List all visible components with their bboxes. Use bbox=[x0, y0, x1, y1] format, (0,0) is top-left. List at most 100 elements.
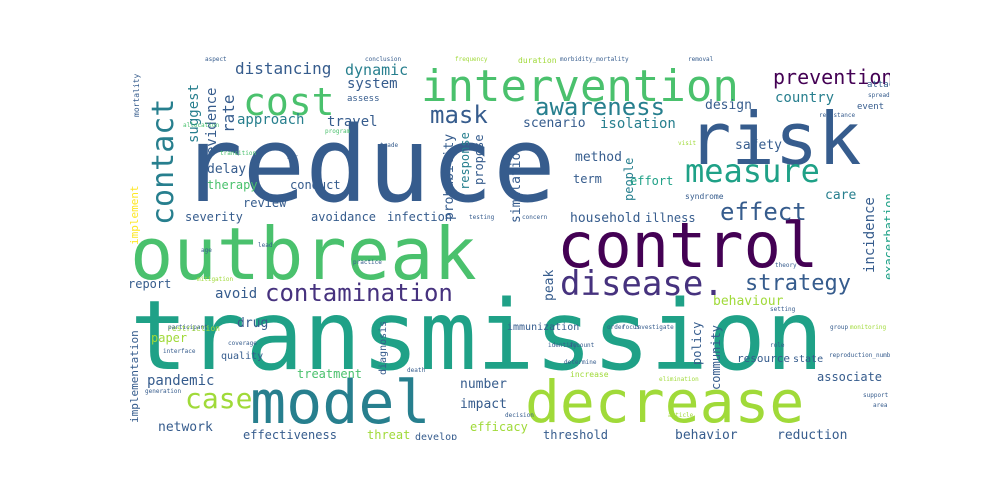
word-implementation: implementation bbox=[128, 330, 141, 423]
word-effectiveness: effectiveness bbox=[243, 428, 337, 440]
word-coverage: coverage bbox=[228, 340, 257, 347]
word-transmission: transmission bbox=[130, 280, 824, 392]
word-elimination: elimination bbox=[659, 376, 699, 383]
word-attack: attack bbox=[867, 80, 890, 90]
word-age: age bbox=[201, 247, 212, 254]
word-article: article bbox=[668, 412, 694, 419]
word-avoidance: avoidance bbox=[311, 210, 377, 224]
word-effort: effort bbox=[630, 174, 674, 188]
word-order: order bbox=[607, 324, 626, 331]
word-propose: propose bbox=[472, 134, 486, 185]
word-community: community bbox=[709, 324, 723, 390]
word-system: system bbox=[347, 76, 398, 92]
word-exacerbation: exacerbation bbox=[882, 193, 890, 280]
word-interface: interface bbox=[163, 348, 196, 355]
word-delay: delay bbox=[207, 162, 247, 177]
word-monitoring: monitoring bbox=[850, 324, 887, 331]
word-avoid: avoid bbox=[215, 286, 258, 302]
word-country: country bbox=[775, 90, 835, 106]
word-policy: policy bbox=[690, 321, 704, 365]
word-measure: measure bbox=[685, 152, 820, 190]
word-severity: severity bbox=[185, 210, 243, 224]
word-removal: removal bbox=[688, 56, 714, 63]
word-distancing: distancing bbox=[235, 59, 332, 78]
word-death: death bbox=[407, 367, 426, 374]
word-focus: focus bbox=[622, 324, 641, 331]
word-method: method bbox=[575, 150, 622, 165]
word-duration: duration bbox=[518, 56, 557, 65]
word-frequency: frequency bbox=[455, 56, 488, 63]
word-concern: concern bbox=[522, 214, 548, 221]
word-behaviour: behaviour bbox=[713, 294, 784, 309]
word-term: term bbox=[573, 172, 602, 186]
word-outbreak: outbreak bbox=[130, 212, 477, 296]
word-treatment: treatment bbox=[297, 367, 363, 381]
word-visit: visit bbox=[678, 140, 697, 147]
word-resource: resource bbox=[737, 352, 790, 365]
word-mask: mask bbox=[430, 101, 488, 129]
word-restriction: restriction bbox=[167, 324, 220, 333]
word-threshold: threshold bbox=[543, 428, 609, 440]
word-generation: generation bbox=[145, 388, 182, 395]
word-develop: develop bbox=[415, 432, 458, 441]
word-determine: determine bbox=[564, 359, 597, 366]
word-resistance: resistance bbox=[819, 112, 856, 119]
word-safety: safety bbox=[735, 138, 782, 153]
word-mortality: mortality bbox=[132, 73, 141, 117]
word-awareness: awareness bbox=[535, 93, 666, 121]
word-peak: peak bbox=[542, 269, 557, 301]
word-incidence: incidence bbox=[862, 197, 878, 273]
word-network: network bbox=[158, 420, 213, 435]
word-efficacy: efficacy bbox=[470, 420, 528, 434]
word-illness: illness bbox=[645, 211, 696, 225]
word-effect: effect bbox=[720, 198, 807, 226]
word-intervention: intervention bbox=[421, 61, 739, 112]
word-case: case bbox=[185, 382, 253, 415]
word-strategy: strategy bbox=[745, 271, 851, 296]
word-implement: implement bbox=[128, 185, 141, 245]
word-participant: participant bbox=[168, 324, 208, 331]
word-reduce: reduce bbox=[180, 104, 556, 226]
word-travel: travel bbox=[327, 114, 378, 130]
word-drug: drug bbox=[237, 316, 269, 331]
word-isolation: isolation bbox=[600, 116, 676, 132]
word-group: group bbox=[830, 324, 849, 331]
word-practice: practice bbox=[353, 259, 382, 266]
word-theory: theory bbox=[775, 262, 797, 269]
word-allocation: allocation bbox=[183, 122, 220, 129]
word-prevention: prevention bbox=[773, 65, 890, 89]
word-contamination: contamination bbox=[265, 279, 453, 307]
word-area: area bbox=[873, 402, 888, 409]
word-impact: impact bbox=[460, 397, 507, 412]
word-decrease: decrease bbox=[525, 368, 805, 436]
word-dynamic: dynamic bbox=[345, 61, 409, 79]
word-associate: associate bbox=[817, 370, 883, 384]
word-state: state bbox=[793, 354, 824, 365]
word-suggest: suggest bbox=[186, 83, 202, 143]
word-risk: risk bbox=[688, 97, 862, 181]
word-trade: trade bbox=[380, 142, 399, 149]
word-household: household bbox=[570, 211, 641, 226]
word-lead: lead bbox=[258, 242, 273, 249]
word-approach: approach bbox=[237, 112, 305, 128]
word-mitigation: mitigation bbox=[197, 276, 234, 283]
word-support: support bbox=[863, 392, 889, 399]
word-rate: rate bbox=[219, 94, 238, 133]
word-aspect: aspect bbox=[205, 56, 227, 63]
word-event: event bbox=[857, 102, 885, 112]
word-design: design bbox=[705, 98, 752, 113]
word-contact: contact bbox=[146, 98, 181, 225]
word-program: program bbox=[325, 128, 351, 135]
word-conduct: conduct bbox=[290, 178, 341, 192]
word-identify: identify bbox=[548, 342, 577, 349]
word-increase: increase bbox=[570, 370, 609, 379]
word-probability: probability bbox=[442, 133, 457, 220]
word-investigate: investigate bbox=[634, 324, 674, 331]
word-role: role bbox=[770, 342, 785, 349]
word-scenario: scenario bbox=[523, 116, 586, 131]
word-testing: testing bbox=[469, 214, 495, 221]
word-behavior: behavior bbox=[675, 428, 738, 440]
word-spreading: spreading bbox=[868, 92, 890, 99]
word-simulation: simulation bbox=[509, 144, 524, 223]
word-transition: transition bbox=[220, 150, 257, 157]
